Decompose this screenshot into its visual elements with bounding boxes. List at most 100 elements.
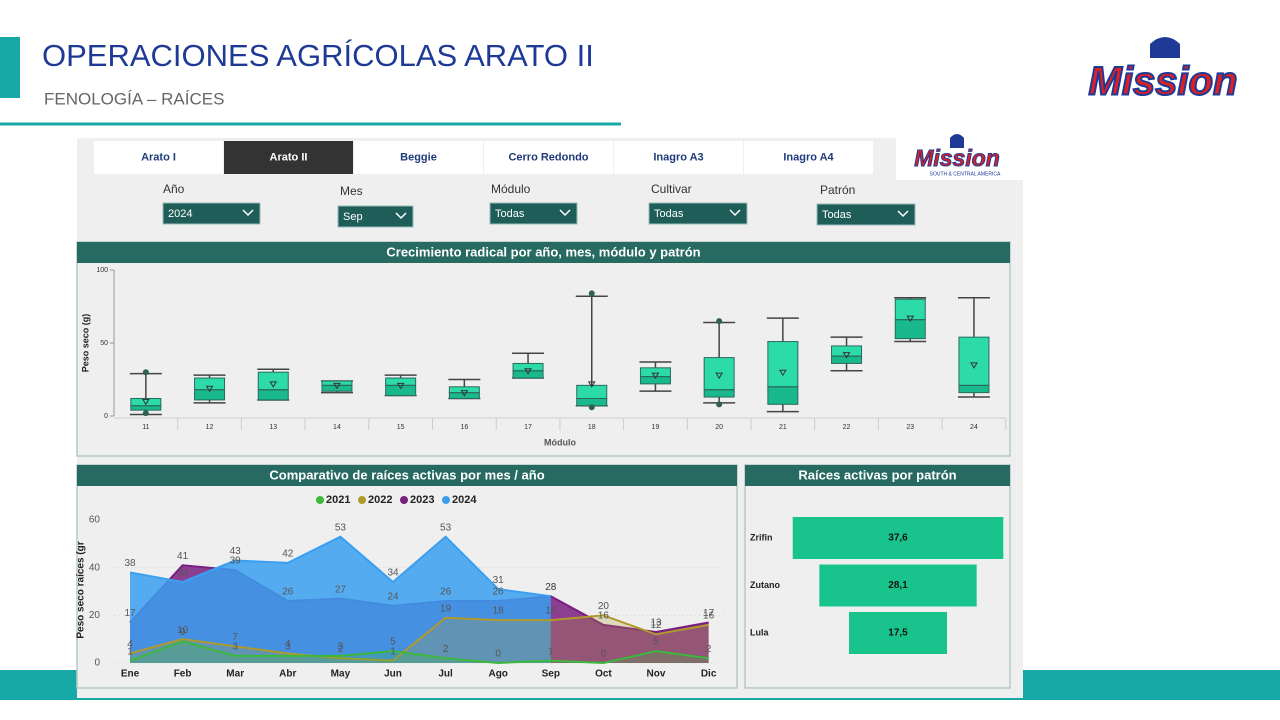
data-label: 0 (601, 649, 607, 660)
x-tick-label: 21 (779, 424, 787, 431)
page-subtitle: FENOLOGÍA – RAÍCES (44, 89, 224, 108)
x-tick-label: 18 (588, 424, 596, 431)
category-label: Zrifin (750, 532, 773, 542)
data-label: 19 (440, 603, 452, 614)
chevron (729, 209, 741, 217)
category-label: Zutano (750, 580, 780, 590)
box-lower (703, 389, 735, 398)
data-label: 39 (230, 556, 242, 567)
outlier (588, 404, 595, 411)
tab[interactable] (224, 141, 353, 174)
x-tick-label: Abr (279, 669, 296, 680)
x-tick-label: 16 (460, 424, 468, 431)
bar (792, 517, 1004, 559)
tab[interactable] (484, 141, 613, 174)
x-tick-label: 19 (652, 424, 660, 431)
dropdown-value: Todas (654, 208, 684, 220)
x-tick-label: Mar (226, 669, 244, 680)
x-tick-label: Jul (438, 669, 453, 680)
box-lower (958, 384, 990, 394)
box-upper (194, 377, 226, 391)
panel (76, 241, 1011, 457)
logo-bell-tower (950, 134, 964, 148)
x-tick-label: 14 (333, 424, 341, 431)
data-label: 2 (338, 644, 344, 655)
box-lower (130, 405, 162, 411)
data-label: 5 (390, 637, 396, 648)
line (129, 640, 709, 665)
y-tick-label: 100 (96, 267, 108, 274)
x-axis-label: Módulo (544, 437, 576, 447)
dropdown-value: Todas (822, 209, 852, 221)
data-label: 4 (127, 639, 133, 650)
mean-marker (778, 369, 787, 377)
panel-title: Comparativo de raíces activas por mes / … (269, 467, 544, 482)
data-label: 16 (598, 611, 610, 622)
box-upper (639, 367, 671, 378)
mean-marker (587, 381, 596, 388)
box-lower (257, 389, 289, 401)
mean-marker (906, 315, 915, 323)
data-label: 41 (177, 551, 189, 562)
x-tick-label: Dic (701, 669, 717, 680)
data-label: 31 (493, 575, 505, 586)
mean-marker (269, 381, 278, 388)
x-tick-label: Ene (121, 669, 140, 680)
x-tick-label: Sep (542, 669, 560, 680)
data-label: 28 (545, 582, 557, 593)
data-label: 3 (338, 641, 344, 652)
mean-marker (141, 398, 150, 406)
chevron (559, 209, 571, 217)
x-tick-label: Nov (647, 669, 666, 680)
data-label: 17 (703, 608, 715, 619)
filter-label: Cultivar (651, 182, 692, 196)
logo-text: Mission (1089, 60, 1238, 104)
category-label: Lula (750, 627, 769, 637)
filter-label: Año (163, 182, 185, 196)
tab[interactable] (614, 141, 743, 174)
filter-label: Módulo (491, 182, 531, 196)
legend-swatch (400, 496, 408, 504)
box-upper (831, 345, 863, 357)
data-label: 38 (124, 558, 136, 569)
tab-label: Arato I (141, 151, 176, 163)
mean-marker (460, 390, 469, 397)
y-tick-label: 50 (100, 340, 108, 347)
panel-title: Raíces activas por patrón (798, 467, 956, 482)
x-tick-label: 24 (970, 424, 978, 431)
box-upper (448, 386, 480, 394)
dropdown[interactable] (162, 202, 261, 225)
accent-bar (0, 37, 20, 98)
panel-header (745, 465, 1010, 486)
tab[interactable] (94, 141, 223, 174)
tab[interactable] (354, 141, 483, 174)
x-tick-label: 20 (715, 424, 723, 431)
mean-marker (333, 382, 341, 390)
dropdown-value: Sep (343, 211, 363, 223)
tabs: Arato I Arato II Beggie Cerro Redondo Inagro… (94, 141, 873, 174)
data-label: 53 (335, 522, 347, 533)
outlier (142, 410, 149, 417)
dropdown[interactable] (816, 203, 916, 226)
data-label: 1 (127, 646, 133, 657)
dropdown[interactable] (648, 202, 748, 225)
chevron (897, 210, 909, 218)
dropdown[interactable] (337, 205, 414, 228)
tab-label: Cerro Redondo (508, 151, 588, 163)
box-upper (385, 377, 417, 386)
box-lower (894, 319, 926, 340)
page-title: OPERACIONES AGRÍCOLAS ARATO II (42, 38, 594, 73)
tab[interactable] (744, 141, 873, 174)
data-label: 28,1 (888, 580, 908, 591)
dropdown[interactable] (489, 202, 578, 225)
mean-marker (970, 362, 978, 369)
data-label: 0 (495, 649, 501, 660)
data-label: 18 (545, 606, 557, 617)
data-label: 9 (180, 627, 186, 638)
chevron (395, 212, 407, 220)
data-label: 5 (653, 637, 659, 648)
y-tick-label: 0 (104, 413, 108, 420)
panel-title: Crecimiento radical por año, mes, módulo… (386, 244, 700, 259)
data-label: 2 (443, 644, 449, 655)
y-tick-label: 40 (89, 562, 101, 573)
